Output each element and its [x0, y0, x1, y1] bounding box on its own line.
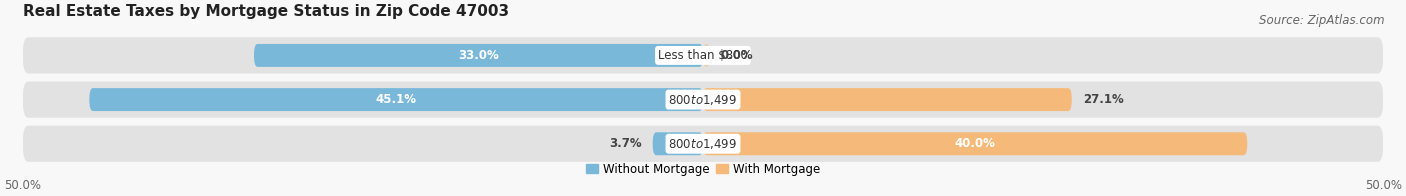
- Text: $800 to $1,499: $800 to $1,499: [668, 93, 738, 107]
- Text: 33.0%: 33.0%: [458, 49, 499, 62]
- Legend: Without Mortgage, With Mortgage: Without Mortgage, With Mortgage: [581, 158, 825, 181]
- Text: 3.7%: 3.7%: [609, 137, 641, 150]
- FancyBboxPatch shape: [254, 44, 703, 67]
- FancyBboxPatch shape: [90, 88, 703, 111]
- Text: $800 to $1,499: $800 to $1,499: [668, 137, 738, 151]
- Text: 40.0%: 40.0%: [955, 137, 995, 150]
- Text: Real Estate Taxes by Mortgage Status in Zip Code 47003: Real Estate Taxes by Mortgage Status in …: [22, 4, 509, 19]
- Text: 27.1%: 27.1%: [1083, 93, 1123, 106]
- FancyBboxPatch shape: [22, 37, 1384, 74]
- FancyBboxPatch shape: [22, 126, 1384, 162]
- FancyBboxPatch shape: [652, 132, 703, 155]
- FancyBboxPatch shape: [703, 44, 710, 67]
- Text: 0.0%: 0.0%: [721, 49, 754, 62]
- Text: Less than $800: Less than $800: [658, 49, 748, 62]
- Text: Source: ZipAtlas.com: Source: ZipAtlas.com: [1260, 14, 1385, 27]
- Text: 45.1%: 45.1%: [375, 93, 416, 106]
- FancyBboxPatch shape: [703, 132, 1247, 155]
- FancyBboxPatch shape: [22, 82, 1384, 118]
- FancyBboxPatch shape: [703, 88, 1071, 111]
